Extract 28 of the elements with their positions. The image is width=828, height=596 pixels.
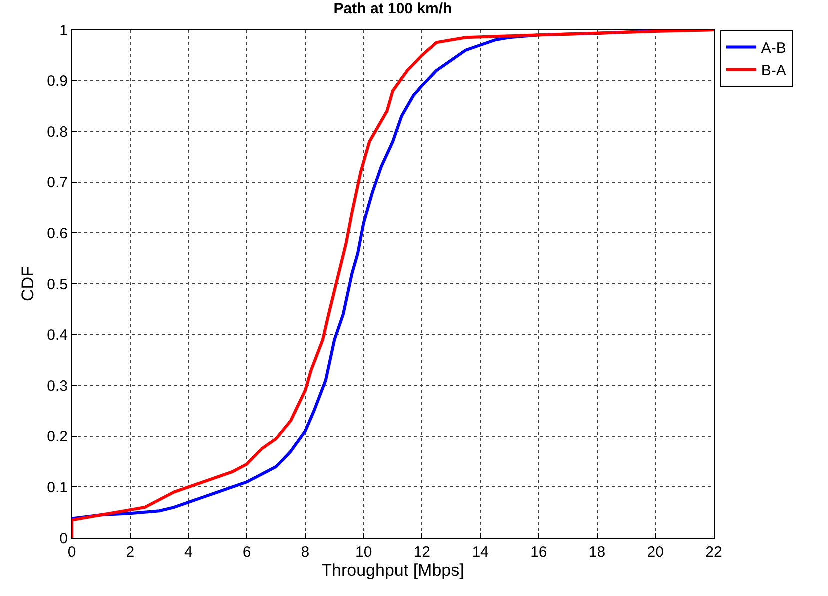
x-tick-label: 18 [588, 544, 606, 561]
y-tick-label: 0.8 [47, 124, 68, 141]
x-tick-label: 6 [242, 544, 252, 561]
y-tick-label: 0.2 [47, 428, 68, 446]
x-tick-label: 20 [647, 544, 664, 561]
x-tick-label: 4 [184, 544, 193, 561]
y-tick-label: 0.3 [47, 378, 68, 395]
x-tick-label: 22 [706, 544, 722, 561]
x-tick-label: 10 [355, 544, 372, 561]
x-tick-label: 16 [530, 544, 548, 561]
y-tick-label: 1 [60, 22, 68, 40]
legend-label: A-B [761, 40, 786, 58]
y-tick-label: 0.6 [47, 225, 68, 242]
chart-title: Path at 100 km/h [334, 0, 452, 18]
x-tick-label: 2 [126, 544, 135, 561]
y-tick-label: 0.7 [47, 174, 68, 192]
x-tick-label: 14 [472, 544, 489, 561]
legend-label: B-A [761, 62, 786, 80]
y-tick-label: 0 [60, 530, 68, 548]
line-series [72, 30, 714, 538]
x-tick-label: 8 [301, 544, 310, 561]
y-tick-label: 0.1 [47, 479, 68, 496]
x-tick-label: 12 [414, 544, 431, 561]
y-tick-label: 0.5 [47, 276, 68, 294]
x-axis-title: Throughput [Mbps] [322, 561, 464, 580]
y-tick-label: 0.9 [47, 73, 68, 90]
y-tick-label: 0.4 [47, 327, 68, 344]
y-axis-title: CDF [18, 266, 38, 302]
